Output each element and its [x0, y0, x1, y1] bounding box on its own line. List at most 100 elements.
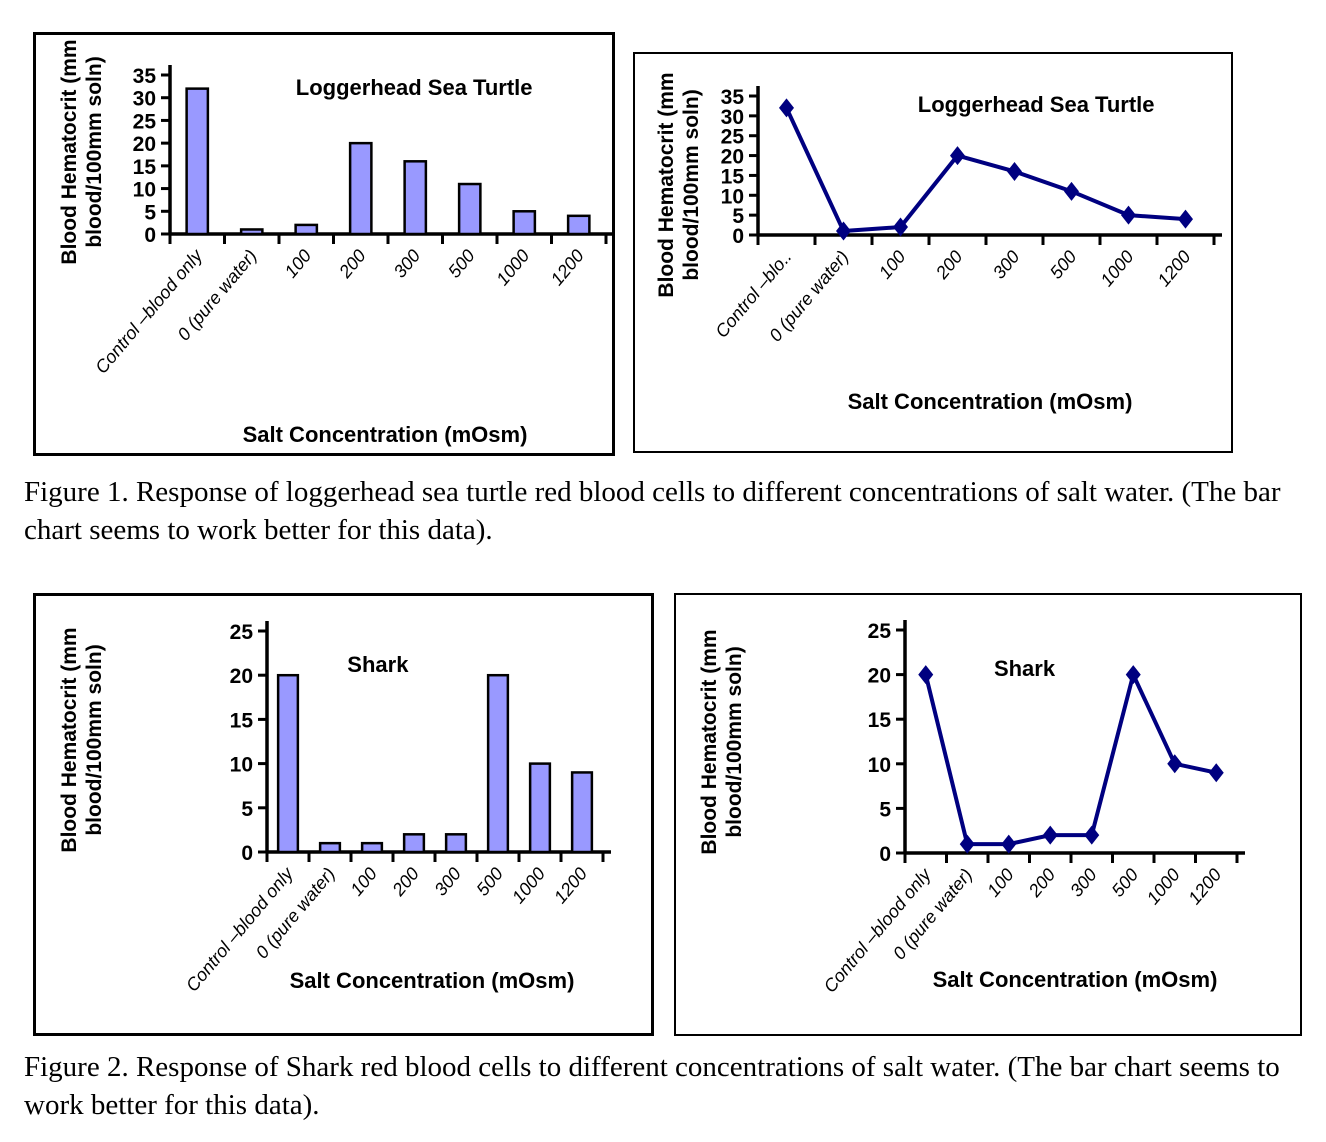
bar: [403, 160, 428, 236]
y-tick-label: 25: [230, 621, 254, 644]
x-category-label: 1000: [508, 864, 549, 908]
bar: [276, 673, 300, 854]
y-axis-title: Blood Hematocrit (mmblood/100mm soln): [58, 39, 106, 264]
y-tick-label: 20: [868, 665, 891, 688]
x-category-label: 1200: [550, 864, 591, 908]
chart-title: Shark: [994, 656, 1056, 681]
figure2-line-chart: 0 5 10 15 20 25 Control –blood only 0 (pure wat…: [674, 593, 1302, 1036]
diamond-marker: [918, 665, 934, 685]
bar: [185, 87, 210, 236]
diamond-marker: [893, 217, 908, 237]
y-tick-label: 20: [230, 665, 253, 688]
x-category-label: 200: [1024, 865, 1059, 902]
y-axis-title: Blood Hematocrit (mmblood/100mm soln): [58, 627, 106, 852]
y-tick-label: 0: [879, 843, 891, 866]
y-tick-label: 25: [133, 110, 157, 133]
y-tick-label: 25: [721, 126, 745, 149]
x-axis-title: Salt Concentration (mOsm): [243, 422, 528, 447]
y-tick-label: 15: [133, 156, 157, 179]
x-axis-title: Salt Concentration (mOsm): [290, 968, 575, 993]
x-category-label: 200: [335, 246, 370, 283]
figure1-caption: Figure 1. Response of loggerhead sea tur…: [24, 476, 1281, 546]
x-category-label: 1000: [1097, 247, 1138, 291]
x-category-label: 300: [390, 246, 425, 282]
bar: [512, 210, 537, 236]
x-category-label: 500: [1108, 865, 1143, 901]
x-category-label: 1200: [1154, 247, 1195, 291]
diamond-marker: [1064, 181, 1079, 201]
x-category-label: 300: [1066, 865, 1101, 901]
x-category-label: 1000: [1143, 865, 1184, 909]
diamond-marker: [1001, 834, 1017, 854]
y-tick-label: 35: [133, 65, 157, 88]
x-category-label: 1000: [492, 246, 533, 290]
y-tick-label: 5: [241, 798, 253, 821]
diamond-marker: [950, 146, 965, 166]
x-category-label: 500: [444, 246, 479, 282]
y-tick-label: 5: [144, 201, 156, 224]
chart-title: Loggerhead Sea Turtle: [918, 92, 1155, 117]
chart-title: Loggerhead Sea Turtle: [296, 75, 533, 100]
diamond-marker: [1007, 161, 1022, 181]
bar: [566, 214, 591, 236]
bar: [318, 841, 342, 854]
y-axis-title: Blood Hematocrit (mmblood/100mm soln): [698, 629, 746, 854]
y-tick-label: 0: [144, 224, 156, 247]
x-category-label: 500: [472, 864, 507, 900]
y-tick-label: 10: [868, 754, 891, 777]
x-category-label: 200: [931, 247, 966, 284]
y-tick-label: 0: [241, 842, 253, 865]
y-tick-label: 20: [721, 146, 744, 169]
diamond-marker: [836, 221, 851, 241]
bar: [360, 841, 384, 854]
y-tick-label: 5: [732, 205, 744, 228]
bar: [348, 141, 373, 236]
x-category-label: 500: [1046, 247, 1081, 283]
bar: [570, 771, 594, 854]
y-tick-label: 10: [721, 185, 744, 208]
diamond-marker: [1121, 205, 1136, 225]
bar: [457, 182, 482, 236]
x-category-label: 200: [388, 864, 423, 901]
x-category-label: 1200: [547, 246, 588, 290]
diamond-marker: [1178, 209, 1193, 229]
diamond-marker: [959, 834, 975, 854]
x-category-label: 100: [875, 247, 910, 283]
x-axis-title: Salt Concentration (mOsm): [848, 389, 1133, 414]
diamond-marker: [1125, 665, 1141, 685]
y-tick-label: 30: [133, 88, 156, 111]
diamond-marker: [1208, 763, 1224, 783]
x-category-label: 100: [346, 864, 381, 900]
chart-title: Shark: [347, 652, 409, 677]
bar: [294, 223, 319, 236]
bar: [402, 833, 426, 854]
x-axis-title: Salt Concentration (mOsm): [933, 967, 1218, 992]
figure2-bar-chart: 0 5 10 15 20 25 Control –blood only 0 (pure wat…: [33, 593, 654, 1036]
bar: [444, 833, 468, 854]
y-tick-label: 10: [133, 179, 156, 202]
data-line: [784, 107, 1186, 234]
y-tick-label: 20: [133, 133, 156, 156]
x-category-label: 300: [430, 864, 465, 900]
y-tick-label: 0: [732, 225, 744, 248]
diamond-marker: [779, 98, 794, 118]
y-tick-label: 15: [230, 709, 254, 732]
diamond-marker: [1167, 754, 1183, 774]
y-tick-label: 15: [868, 709, 892, 732]
bar: [528, 762, 552, 854]
figure1-bar-chart: 0 5 10 15 20 25 30 35 Control –blood only 0 (pure…: [33, 32, 615, 456]
x-category-label: 300: [989, 247, 1024, 283]
x-category-label: 100: [983, 865, 1018, 901]
y-axis-title: Blood Hematocrit (mmblood/100mm soln): [655, 72, 703, 297]
x-category-label: 100: [281, 246, 316, 282]
diamond-marker: [1084, 825, 1100, 845]
y-tick-label: 35: [721, 86, 745, 109]
diamond-marker: [1042, 825, 1058, 845]
y-tick-label: 30: [721, 106, 744, 129]
figure2-caption: Figure 2. Response of Shark red blood ce…: [24, 1051, 1280, 1121]
y-tick-label: 25: [868, 620, 892, 643]
